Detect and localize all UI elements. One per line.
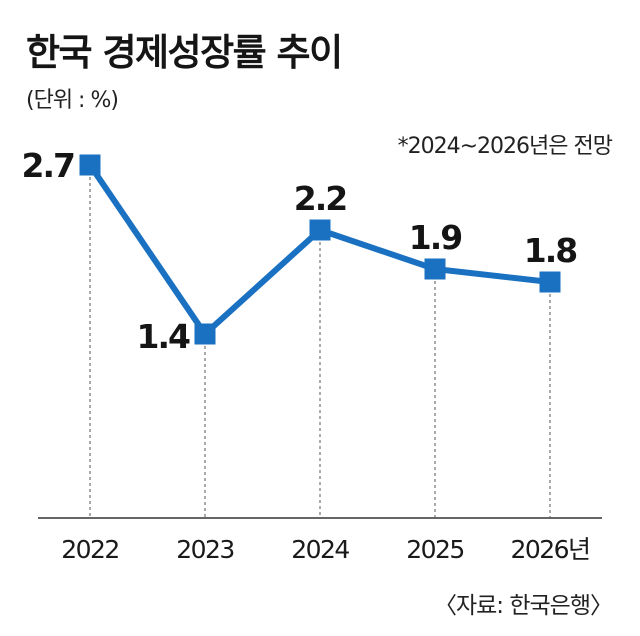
forecast-note: *2024~2026년은 전망 (397, 134, 613, 159)
value-label-2024: 2.2 (294, 179, 346, 218)
unit-label: (단위 : %) (26, 88, 119, 113)
data-point-2025 (424, 258, 446, 280)
data-markers (79, 154, 561, 345)
value-label-2023: 1.4 (137, 317, 190, 356)
data-point-2023 (194, 323, 216, 345)
x-tick-labels: 2022 2023 2024 2025 2026년 (61, 535, 591, 564)
x-tick-label-2026년: 2026년 (510, 535, 589, 564)
data-point-2022 (79, 154, 101, 176)
source-note: 〈자료: 한국은행〉 (433, 593, 613, 619)
data-point-2026년 (539, 271, 561, 293)
x-tick-label-2023: 2023 (176, 535, 234, 564)
x-tick-label-2024: 2024 (291, 535, 349, 564)
value-label-2022: 2.7 (22, 146, 74, 185)
chart-title: 한국 경제성장률 추이 (26, 31, 343, 74)
value-labels: 2.7 1.4 2.2 1.9 1.8 (22, 146, 579, 356)
x-tick-label-2022: 2022 (61, 535, 119, 564)
data-point-2024 (309, 219, 331, 241)
value-label-2026년: 1.8 (524, 231, 576, 270)
vertical-guides (89, 165, 551, 518)
x-tick-label-2025: 2025 (406, 535, 464, 564)
value-label-2025: 1.9 (409, 218, 461, 257)
